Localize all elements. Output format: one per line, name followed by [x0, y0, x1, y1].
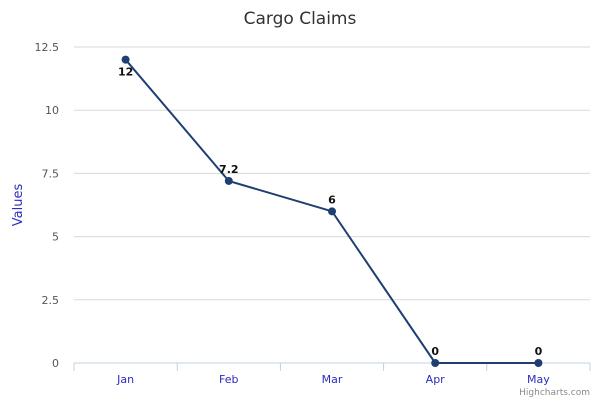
data-label: 6 — [328, 193, 336, 206]
chart-title: Cargo Claims — [244, 9, 357, 29]
y-axis-ticks: 0 2.5 5 7.5 10 12.5 — [35, 41, 60, 370]
y-tick-label: 0 — [52, 357, 59, 370]
y-gridlines — [74, 46, 590, 301]
data-point[interactable] — [121, 55, 130, 64]
x-axis-ticks: Jan Feb Mar Apr May — [73, 363, 591, 386]
y-tick-label: 12.5 — [35, 41, 60, 54]
x-tick-label: May — [527, 373, 550, 386]
x-tick-label: Jan — [116, 373, 134, 386]
y-axis-label: Values — [11, 184, 26, 227]
data-label: 0 — [431, 345, 439, 358]
y-tick-label: 7.5 — [42, 167, 60, 180]
y-tick-label: 2.5 — [42, 294, 60, 307]
data-point[interactable] — [534, 359, 543, 367]
x-tick-label: Mar — [322, 373, 343, 386]
data-label: 12 — [118, 66, 133, 79]
x-tick-label: Feb — [219, 373, 238, 386]
data-labels: 12 7.2 6 0 0 — [118, 66, 543, 358]
data-label: 7.2 — [219, 163, 239, 176]
data-points — [121, 55, 543, 367]
data-point[interactable] — [431, 359, 440, 367]
x-tick-label: Apr — [426, 373, 446, 386]
data-label: 0 — [535, 345, 543, 358]
data-point[interactable] — [224, 176, 233, 185]
y-tick-label: 10 — [45, 104, 59, 117]
data-point[interactable] — [328, 207, 336, 216]
y-tick-label: 5 — [52, 231, 59, 244]
credits-link[interactable]: Highcharts.com — [519, 388, 590, 398]
